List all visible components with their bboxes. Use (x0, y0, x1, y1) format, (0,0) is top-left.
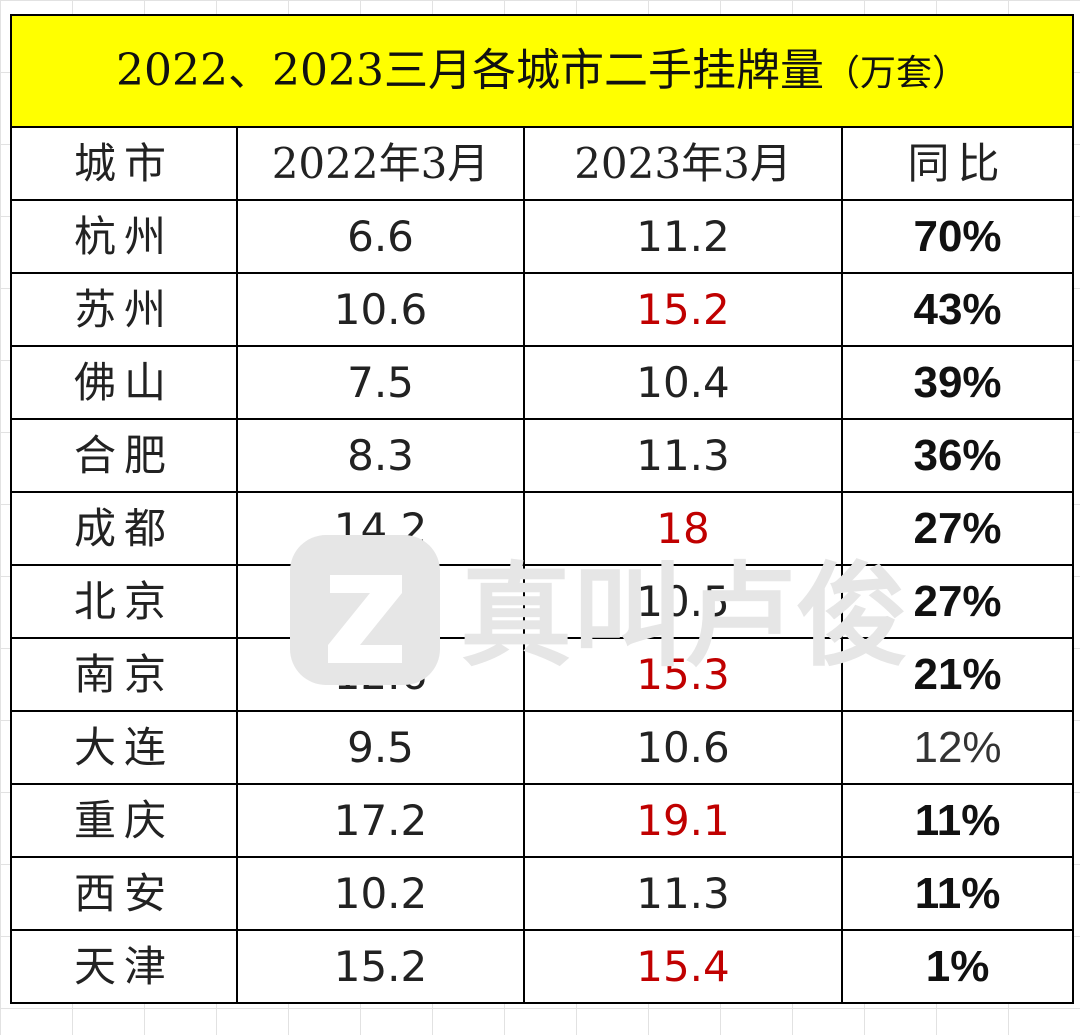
table-row: 天津 15.2 15.4 1% (10, 929, 1075, 1004)
yoy-cell[interactable]: 12% (840, 710, 1075, 785)
value-2022-cell[interactable]: 10.6 (236, 272, 525, 347)
yoy-cell[interactable]: 70% (840, 199, 1075, 274)
city-cell[interactable]: 南京 (10, 637, 238, 712)
table-row: 合肥 8.3 11.3 36% (10, 418, 1075, 493)
value-2022-cell[interactable]: 15.2 (236, 929, 525, 1004)
value-2023-cell[interactable]: 11.2 (523, 199, 843, 274)
value-2023-cell[interactable]: 19.1 (523, 783, 843, 858)
value-2023-cell[interactable]: 15.3 (523, 637, 843, 712)
yoy-cell[interactable]: 27% (840, 491, 1075, 566)
table-row: 杭州 6.6 11.2 70% (10, 199, 1075, 274)
yoy-cell[interactable]: 36% (840, 418, 1075, 493)
value-2022-cell[interactable]: 17.2 (236, 783, 525, 858)
table-row: 南京 12.6 15.3 21% (10, 637, 1075, 712)
header-2022[interactable]: 2022年3月 (236, 126, 525, 201)
table-title-cell[interactable]: 2022、2023三月各城市二手挂牌量（万套） (9, 14, 1075, 128)
value-2022-cell[interactable]: 6.6 (236, 199, 525, 274)
yoy-cell[interactable]: 43% (840, 272, 1075, 347)
value-2022-cell[interactable]: 14.2 (236, 491, 525, 566)
city-cell[interactable]: 成都 (10, 491, 238, 566)
table-row: 北京 8.3 10.5 27% (10, 564, 1075, 639)
table-row: 佛山 7.5 10.4 39% (10, 345, 1075, 420)
value-2023-cell[interactable]: 11.3 (523, 856, 843, 931)
city-cell[interactable]: 重庆 (10, 783, 238, 858)
header-yoy[interactable]: 同比 (840, 126, 1075, 201)
value-2023-cell[interactable]: 15.2 (523, 272, 843, 347)
yoy-cell[interactable]: 1% (840, 929, 1075, 1004)
table-row: 重庆 17.2 19.1 11% (10, 783, 1075, 858)
yoy-cell[interactable]: 27% (840, 564, 1075, 639)
header-city[interactable]: 城市 (10, 126, 238, 201)
title-row: 2022、2023三月各城市二手挂牌量（万套） (9, 14, 1075, 128)
header-row: 城市 2022年3月 2023年3月 同比 (10, 126, 1075, 201)
value-2022-cell[interactable]: 8.3 (236, 418, 525, 493)
value-2022-cell[interactable]: 10.2 (236, 856, 525, 931)
value-2022-cell[interactable]: 9.5 (236, 710, 525, 785)
city-cell[interactable]: 佛山 (10, 345, 238, 420)
city-cell[interactable]: 西安 (10, 856, 238, 931)
value-2023-cell[interactable]: 10.6 (523, 710, 843, 785)
value-2023-cell[interactable]: 10.5 (523, 564, 843, 639)
value-2023-cell[interactable]: 10.4 (523, 345, 843, 420)
city-cell[interactable]: 苏州 (10, 272, 238, 347)
header-2023[interactable]: 2023年3月 (523, 126, 843, 201)
table-row: 西安 10.2 11.3 11% (10, 856, 1075, 931)
table-row: 成都 14.2 18 27% (10, 491, 1075, 566)
city-cell[interactable]: 合肥 (10, 418, 238, 493)
table-row: 苏州 10.6 15.2 43% (10, 272, 1075, 347)
city-cell[interactable]: 天津 (10, 929, 238, 1004)
yoy-cell[interactable]: 11% (840, 856, 1075, 931)
city-cell[interactable]: 杭州 (10, 199, 238, 274)
value-2022-cell[interactable]: 7.5 (236, 345, 525, 420)
value-2022-cell[interactable]: 12.6 (236, 637, 525, 712)
yoy-cell[interactable]: 11% (840, 783, 1075, 858)
value-2023-cell[interactable]: 18 (523, 491, 843, 566)
yoy-cell[interactable]: 39% (840, 345, 1075, 420)
city-cell[interactable]: 大连 (10, 710, 238, 785)
listing-table: 2022、2023三月各城市二手挂牌量（万套） 城市 2022年3月 2023年… (9, 14, 1075, 1004)
city-cell[interactable]: 北京 (10, 564, 238, 639)
table-unit: （万套） (823, 53, 968, 94)
yoy-cell[interactable]: 21% (840, 637, 1075, 712)
table-row: 大连 9.5 10.6 12% (10, 710, 1075, 785)
value-2023-cell[interactable]: 11.3 (523, 418, 843, 493)
value-2023-cell[interactable]: 15.4 (523, 929, 843, 1004)
value-2022-cell[interactable]: 8.3 (236, 564, 525, 639)
table-title: 2022、2023三月各城市二手挂牌量 (116, 45, 824, 96)
